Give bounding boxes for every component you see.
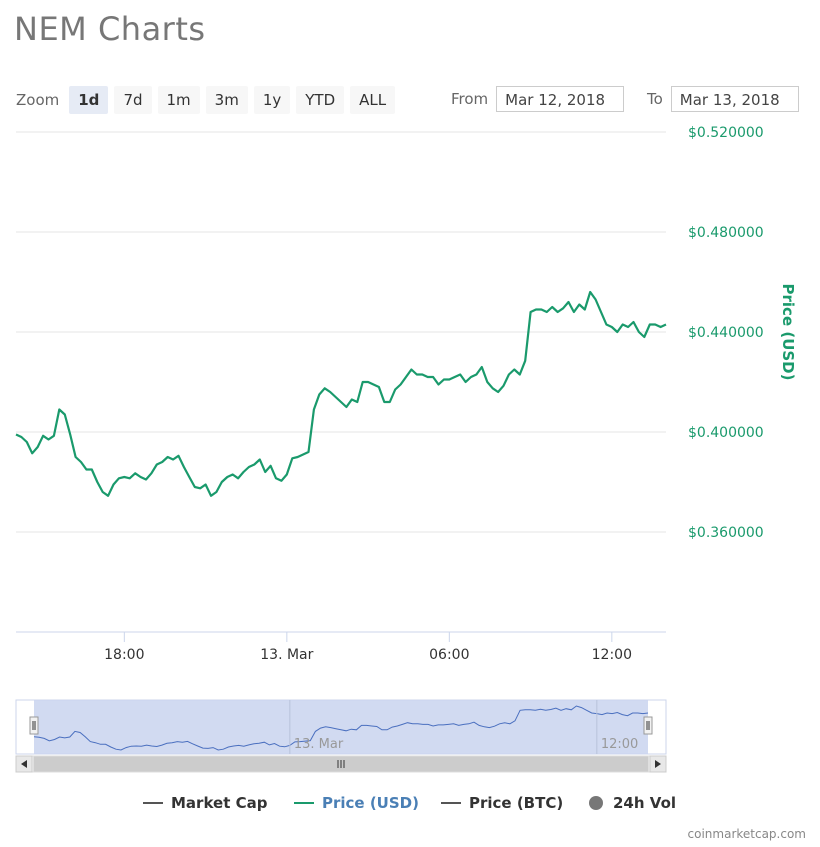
- legend-label-price-btc: Price (BTC): [469, 794, 564, 812]
- credit-text: coinmarketcap.com: [687, 827, 806, 841]
- zoom-1m-button[interactable]: 1m: [157, 86, 200, 114]
- zoom-3m-button[interactable]: 3m: [205, 86, 248, 114]
- y-tick-label: $0.360000: [688, 525, 764, 541]
- navigator-series-line: [33, 705, 649, 751]
- zoom-1d-button[interactable]: 1d: [69, 86, 109, 114]
- to-range: To Mar 13, 2018: [647, 86, 799, 112]
- y-axis-title: Price (USD): [779, 284, 797, 381]
- from-label: From: [451, 90, 489, 108]
- navigator-right-handle[interactable]: [643, 716, 653, 735]
- x-tick-label: 13. Mar: [260, 647, 313, 663]
- x-tick-label: 12:00: [592, 647, 632, 663]
- zoom-7d-button[interactable]: 7d: [114, 86, 152, 114]
- x-tick-label: 18:00: [104, 647, 144, 663]
- legend-line-market-cap: [143, 802, 163, 804]
- legend-label-market-cap: Market Cap: [171, 794, 268, 812]
- zoom-all-button[interactable]: ALL: [350, 86, 396, 114]
- navigator-label: 12:00: [601, 737, 638, 752]
- scroll-left-icon: [21, 760, 27, 768]
- scroll-right-icon: [655, 760, 661, 768]
- legend-label-price-usd: Price (USD): [322, 794, 419, 812]
- zoom-toolbar: Zoom 1d 7d 1m 3m 1y YTD ALL: [16, 86, 401, 114]
- legend-item-24h-vol[interactable]: 24h Vol: [589, 794, 676, 812]
- legend: Market Cap Price (USD) Price (BTC) 24h V…: [0, 794, 820, 816]
- y-tick-label: $0.520000: [688, 125, 764, 141]
- y-tick-label: $0.400000: [688, 425, 764, 441]
- x-tick-label: 06:00: [429, 647, 469, 663]
- legend-item-price-btc[interactable]: Price (BTC): [441, 794, 563, 812]
- price-chart: $0.360000 $0.400000 $0.440000 $0.480000 $0.5…: [15, 125, 797, 773]
- legend-label-24h-vol: 24h Vol: [613, 794, 677, 812]
- navigator-left-handle[interactable]: [29, 716, 39, 735]
- zoom-label: Zoom: [16, 91, 60, 109]
- y-tick-label: $0.440000: [688, 325, 764, 341]
- zoom-ytd-button[interactable]: YTD: [296, 86, 345, 114]
- y-tick-label: $0.480000: [688, 225, 764, 241]
- page-title: NEM Charts: [14, 10, 206, 48]
- from-date-input[interactable]: Mar 12, 2018: [496, 86, 625, 112]
- legend-item-price-usd[interactable]: Price (USD): [294, 794, 419, 812]
- zoom-1y-button[interactable]: 1y: [253, 86, 291, 114]
- navigator-selection: [34, 700, 648, 754]
- legend-dot-24h-vol: [589, 796, 603, 810]
- price-usd-series-line: [15, 290, 667, 497]
- legend-item-market-cap[interactable]: Market Cap: [143, 794, 267, 812]
- to-date-input[interactable]: Mar 13, 2018: [670, 86, 799, 112]
- navigator-label: 13. Mar: [294, 737, 344, 752]
- legend-line-price-btc: [441, 802, 461, 804]
- from-range: From Mar 12, 2018: [451, 86, 625, 112]
- to-label: To: [647, 90, 663, 108]
- legend-line-price-usd: [294, 802, 314, 804]
